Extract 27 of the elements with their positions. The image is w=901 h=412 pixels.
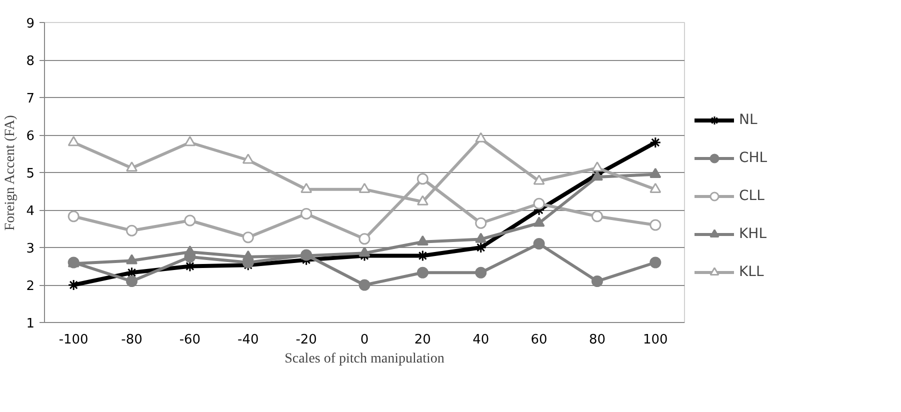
legend-label: KLL bbox=[739, 264, 764, 280]
y-tick-label: 1 bbox=[26, 316, 35, 332]
x-tick-label: -100 bbox=[58, 332, 88, 348]
x-tick-label: -40 bbox=[238, 332, 259, 348]
legend-label: CHL bbox=[739, 150, 768, 166]
x-tick-label: 20 bbox=[414, 332, 431, 348]
legend-label: NL bbox=[739, 112, 758, 128]
y-axis-title: Foreign Accent (FA) bbox=[3, 114, 18, 231]
y-tick-label: 8 bbox=[26, 54, 35, 69]
x-tick-label: 60 bbox=[530, 332, 548, 348]
x-tick-label: 0 bbox=[360, 332, 369, 348]
legend-label: KHL bbox=[739, 226, 767, 242]
y-tick-label: 3 bbox=[26, 242, 35, 256]
x-tick-label: 100 bbox=[643, 332, 668, 348]
y-tick-label: 4 bbox=[26, 204, 35, 219]
y-tick-label: 9 bbox=[26, 16, 35, 32]
x-tick-label: -80 bbox=[121, 332, 142, 348]
x-axis-title: Scales of pitch manipulation bbox=[284, 352, 444, 366]
x-tick-label: -60 bbox=[179, 332, 201, 348]
x-tick-label: 80 bbox=[588, 332, 606, 348]
legend-label: CLL bbox=[739, 188, 764, 204]
y-tick-label: 7 bbox=[26, 92, 35, 106]
y-tick-label: 5 bbox=[26, 166, 35, 182]
x-tick-label: -20 bbox=[296, 332, 317, 348]
x-tick-label: 40 bbox=[472, 332, 490, 348]
y-tick-label: 2 bbox=[26, 279, 35, 294]
y-tick-label: 6 bbox=[26, 129, 35, 144]
